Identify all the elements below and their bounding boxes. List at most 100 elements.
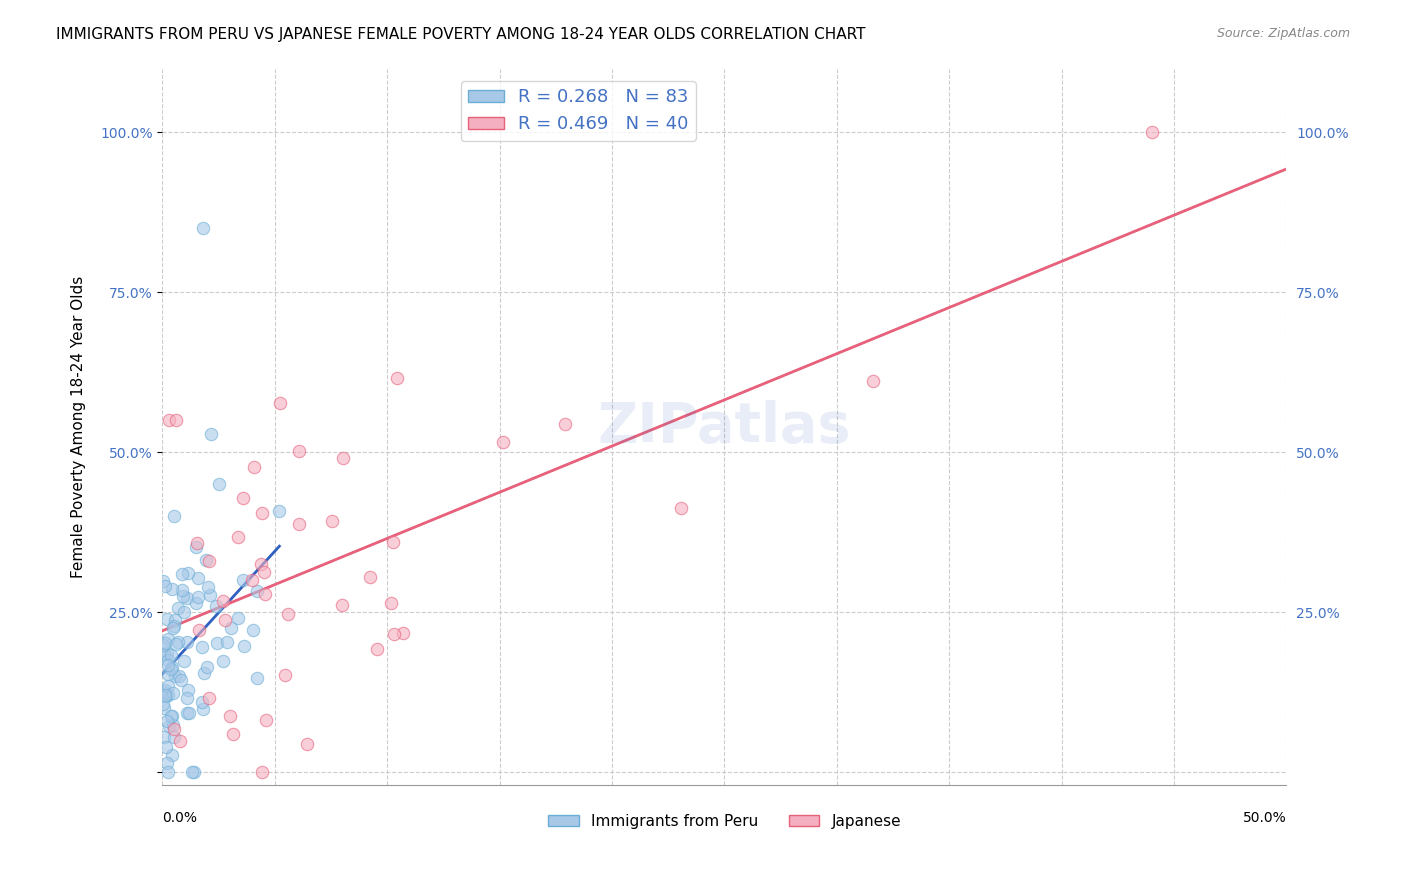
- Point: [382, 535, 405, 549]
- Point: [288, 517, 311, 532]
- Point: [152, 701, 174, 715]
- Point: [288, 444, 311, 458]
- Point: [191, 695, 214, 709]
- Point: [155, 740, 177, 755]
- Point: [219, 621, 242, 635]
- Point: [321, 515, 343, 529]
- Point: [187, 590, 209, 604]
- Point: [162, 747, 184, 762]
- Point: [295, 737, 318, 751]
- Point: [162, 718, 184, 732]
- Point: [153, 730, 176, 744]
- Point: [212, 594, 235, 608]
- Point: [155, 689, 177, 703]
- Point: [153, 579, 176, 593]
- Point: [246, 671, 269, 685]
- Point: [226, 530, 249, 544]
- Point: [162, 622, 184, 636]
- Point: [163, 619, 186, 633]
- Point: [153, 636, 176, 650]
- Point: [155, 756, 177, 771]
- Point: [159, 648, 181, 663]
- Point: [197, 580, 219, 594]
- Point: [173, 605, 195, 619]
- Point: [170, 582, 193, 597]
- Point: [156, 765, 179, 780]
- Point: [165, 413, 187, 427]
- Point: [195, 553, 218, 567]
- Point: [160, 708, 183, 723]
- Point: [269, 504, 291, 518]
- Point: [191, 640, 214, 654]
- Point: [169, 734, 191, 748]
- Point: [221, 727, 243, 741]
- Point: [359, 570, 381, 584]
- Point: [156, 688, 179, 702]
- Point: [183, 765, 205, 780]
- Point: [214, 614, 236, 628]
- Point: [186, 536, 208, 550]
- Point: [162, 723, 184, 737]
- Point: [193, 665, 215, 680]
- Point: [242, 460, 264, 475]
- Point: [177, 706, 200, 720]
- Point: [184, 540, 207, 554]
- Point: [173, 654, 195, 668]
- Point: [163, 613, 186, 627]
- Legend: Immigrants from Peru, Japanese: Immigrants from Peru, Japanese: [541, 807, 907, 835]
- Point: [671, 500, 693, 515]
- Point: [1140, 126, 1163, 140]
- Point: [387, 370, 409, 384]
- Text: ZIPatlas: ZIPatlas: [598, 400, 851, 454]
- Point: [156, 653, 179, 667]
- Point: [187, 571, 209, 585]
- Point: [153, 688, 176, 702]
- Point: [180, 765, 202, 780]
- Point: [157, 658, 180, 673]
- Point: [200, 427, 222, 442]
- Point: [862, 375, 884, 389]
- Point: [392, 626, 415, 640]
- Point: [155, 714, 177, 728]
- Point: [157, 632, 180, 646]
- Point: [232, 573, 254, 587]
- Point: [153, 684, 176, 698]
- Point: [184, 596, 207, 610]
- Point: [172, 567, 194, 582]
- Point: [254, 714, 277, 728]
- Point: [156, 612, 179, 626]
- Point: [252, 765, 274, 780]
- Point: [160, 709, 183, 723]
- Point: [163, 509, 186, 524]
- Point: [172, 590, 194, 604]
- Point: [252, 507, 274, 521]
- Point: [157, 413, 180, 427]
- Point: [218, 708, 240, 723]
- Point: [240, 574, 263, 588]
- Point: [187, 624, 209, 638]
- Y-axis label: Female Poverty Among 18-24 Year Olds: Female Poverty Among 18-24 Year Olds: [72, 276, 86, 578]
- Point: [167, 635, 190, 649]
- Point: [176, 706, 198, 720]
- Point: [157, 679, 180, 693]
- Point: [208, 477, 231, 491]
- Point: [269, 396, 291, 410]
- Point: [160, 662, 183, 676]
- Point: [232, 491, 254, 505]
- Text: IMMIGRANTS FROM PERU VS JAPANESE FEMALE POVERTY AMONG 18-24 YEAR OLDS CORRELATIO: IMMIGRANTS FROM PERU VS JAPANESE FEMALE …: [56, 27, 866, 42]
- Text: Source: ZipAtlas.com: Source: ZipAtlas.com: [1216, 27, 1350, 40]
- Point: [382, 627, 405, 641]
- Point: [176, 591, 198, 605]
- Point: [380, 595, 402, 609]
- Point: [177, 566, 200, 580]
- Point: [156, 646, 179, 660]
- Point: [366, 641, 388, 656]
- Point: [246, 583, 269, 598]
- Point: [152, 638, 174, 652]
- Point: [191, 221, 214, 235]
- Point: [205, 599, 228, 613]
- Point: [155, 683, 177, 698]
- Text: 0.0%: 0.0%: [163, 811, 197, 825]
- Point: [165, 669, 187, 683]
- Text: 50.0%: 50.0%: [1243, 811, 1286, 825]
